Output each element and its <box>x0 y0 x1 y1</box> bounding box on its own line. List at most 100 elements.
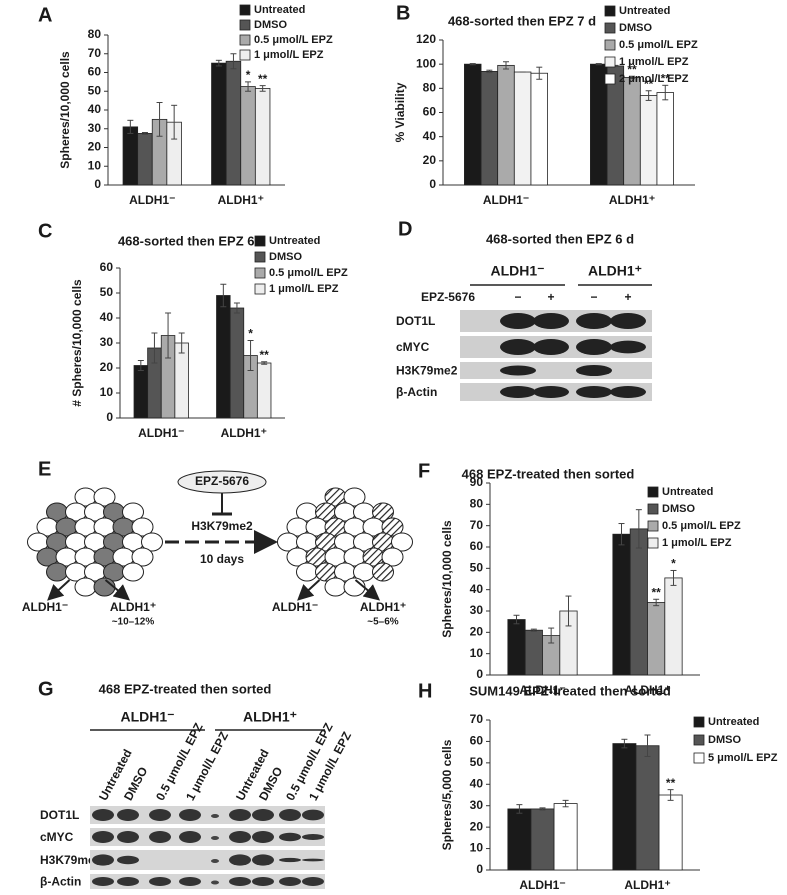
panel-label: B <box>396 2 410 24</box>
row-label: cMYC <box>396 340 430 354</box>
blot-band <box>533 386 569 398</box>
blot-band <box>533 339 569 355</box>
output-label: ALDH1⁻ <box>22 600 68 614</box>
y-axis-label: % Viability <box>393 82 407 142</box>
bar-chart: C 468-sorted then EPZ 6 d # Spheres/10,000… <box>38 220 348 440</box>
y-tick-label: 50 <box>470 561 484 575</box>
y-tick-label: 30 <box>470 798 484 812</box>
bar <box>122 126 139 186</box>
legend-label: DMSO <box>662 503 695 515</box>
output-note: ~10–12% <box>112 617 155 628</box>
error-bar <box>230 53 237 70</box>
y-tick-label: 0 <box>476 862 483 876</box>
blot-band <box>149 877 171 886</box>
legend-label: DMSO <box>269 251 302 263</box>
legend-label: Untreated <box>708 716 759 728</box>
x-tick-label: ALDH1⁺ <box>221 426 267 440</box>
legend-swatch <box>239 4 251 16</box>
significance: * <box>246 68 251 82</box>
blot-band <box>117 855 139 865</box>
split-arrow <box>104 579 131 601</box>
output-label: ALDH1⁺ <box>110 600 156 614</box>
error-bar <box>141 132 148 135</box>
panel-label: C <box>38 220 52 242</box>
panel-label: D <box>398 218 412 240</box>
blot-band <box>576 386 612 398</box>
bar <box>240 86 256 186</box>
legend-swatch <box>254 235 266 247</box>
cell <box>324 577 347 597</box>
bar <box>664 577 683 676</box>
legend-swatch <box>254 267 266 279</box>
y-tick-label: 30 <box>88 121 102 135</box>
blot-band <box>117 831 139 843</box>
legend-swatch <box>254 251 266 263</box>
bar-chart: H SUM149 EPZ-treated then sorted Spheres/5… <box>418 680 778 892</box>
legend-label: Untreated <box>662 486 713 498</box>
blot-band <box>610 313 646 329</box>
row-label: H3K79me2 <box>396 364 458 378</box>
error-bar <box>635 509 642 549</box>
y-tick-label: 50 <box>100 285 114 299</box>
error-bar <box>565 595 572 627</box>
error-bar <box>536 66 543 80</box>
lane-label: + <box>624 290 631 304</box>
error-bar <box>530 628 537 632</box>
error-bar <box>127 119 134 134</box>
legend-label: Untreated <box>254 4 305 16</box>
y-axis-label: # Spheres/10,000 cells <box>70 279 84 407</box>
target-label: H3K79me2 <box>191 519 253 533</box>
error-bar <box>662 84 669 101</box>
y-tick-label: 20 <box>423 153 437 167</box>
bar <box>133 365 149 419</box>
blot-band <box>576 339 612 355</box>
y-tick-label: 0 <box>106 410 113 424</box>
significance: ** <box>627 62 637 76</box>
cell <box>93 577 116 597</box>
error-bar <box>486 69 493 74</box>
blot-band <box>211 880 219 885</box>
blot-band <box>610 386 646 398</box>
legend-label: 0.5 μmol/L EPZ <box>269 267 348 279</box>
blot-band <box>302 809 324 821</box>
legend-label: DMSO <box>254 19 287 31</box>
bar <box>612 743 637 871</box>
significance: ** <box>258 72 268 86</box>
bar-chart: B 468-sorted then EPZ 7 d % Viability 0 20 40… <box>393 2 698 207</box>
y-tick-label: 10 <box>470 646 484 660</box>
bar <box>635 745 660 871</box>
legend-swatch <box>604 39 616 51</box>
y-tick-label: 40 <box>470 776 484 790</box>
blot-band <box>252 809 274 821</box>
y-tick-label: 90 <box>470 475 484 489</box>
bar <box>225 60 242 186</box>
error-bar <box>215 59 222 67</box>
legend-swatch <box>239 34 251 46</box>
legend-label: 5 μmol/L EPZ <box>708 752 778 764</box>
error-bar <box>165 312 172 359</box>
blot-band <box>92 831 114 843</box>
bar <box>656 92 674 186</box>
blot-band <box>500 313 536 329</box>
y-tick-label: 40 <box>470 582 484 596</box>
legend-swatch <box>239 19 251 31</box>
legend-label: DMSO <box>708 734 741 746</box>
blots: D 468-sorted then EPZ 6 d ALDH1⁻ ALDH1⁺ EPZ-… <box>38 218 652 889</box>
bar <box>174 342 189 419</box>
blot-band <box>252 854 274 866</box>
error-bar <box>247 340 254 371</box>
split-arrow <box>354 579 381 601</box>
legend-swatch <box>604 5 616 17</box>
error-bar <box>137 360 144 371</box>
chart-title: 468-sorted then EPZ 6 d <box>118 233 266 248</box>
y-tick-label: 60 <box>470 734 484 748</box>
y-tick-label: 0 <box>94 177 101 191</box>
y-tick-label: 20 <box>470 625 484 639</box>
significance: * <box>248 327 253 341</box>
bar-chart: A Spheres/10,000 cells 0 10 20 30 40 50 60 70 80 AL… <box>38 4 333 207</box>
output-note: ~5–6% <box>367 617 399 628</box>
cell <box>391 532 413 552</box>
row-label: cMYC <box>40 830 74 844</box>
error-bar <box>621 738 628 749</box>
